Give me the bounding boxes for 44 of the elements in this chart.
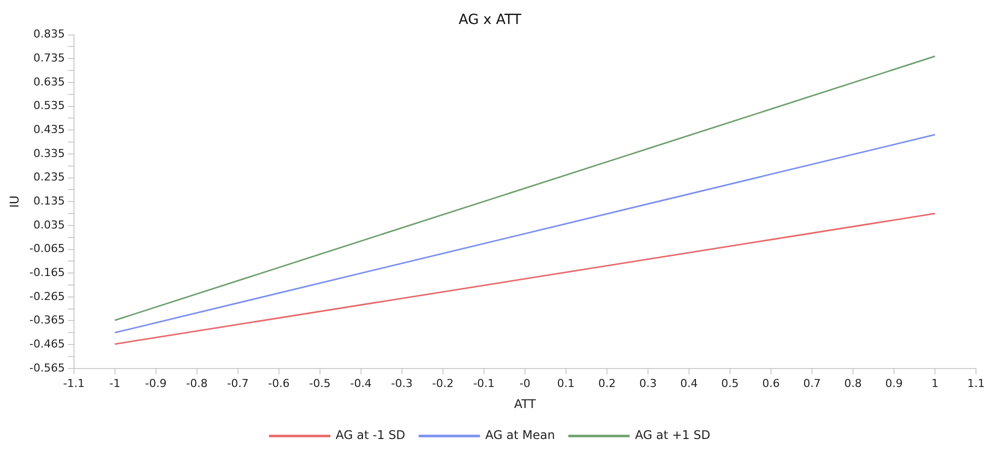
legend-label: AG at Mean <box>485 428 555 442</box>
y-tick-label: 0.735 <box>33 51 65 64</box>
y-tick-label: 0.035 <box>33 218 65 232</box>
x-tick-label: -1 <box>109 376 120 390</box>
x-tick-label: -0.8 <box>186 376 208 390</box>
x-tick-label: -0.6 <box>268 376 290 390</box>
y-tick-label: -0.165 <box>29 266 65 279</box>
y-tick-label: 0.835 <box>33 28 65 41</box>
legend-label: AG at +1 SD <box>634 428 710 442</box>
legend-label: AG at -1 SD <box>336 428 406 442</box>
y-tick-label: 0.235 <box>33 170 65 184</box>
x-tick-label: 0.4 <box>680 376 698 390</box>
x-tick-label: 0.1 <box>557 376 575 390</box>
y-tick-label: 0.635 <box>33 75 65 88</box>
x-tick-label: 0.9 <box>885 376 903 390</box>
x-tick-label: -0.3 <box>391 376 413 390</box>
x-tick-label: 0.3 <box>639 376 657 390</box>
x-tick-label: -0.9 <box>145 376 167 390</box>
x-tick-label: -0.7 <box>227 376 249 390</box>
y-tick-label: -0.565 <box>29 361 65 374</box>
x-tick-label: 0.2 <box>598 376 616 390</box>
y-tick-label: 0.335 <box>33 146 65 160</box>
y-tick-label: 0.135 <box>33 194 65 208</box>
x-tick-label: 1.1 <box>967 376 985 390</box>
x-tick-label: -1.1 <box>63 376 85 390</box>
x-tick-label: -0.1 <box>473 376 495 390</box>
y-tick-label: -0.365 <box>29 314 65 327</box>
x-tick-label: 0.7 <box>803 376 821 390</box>
x-tick-label: 0.5 <box>721 376 739 390</box>
y-tick-label: -0.065 <box>29 242 65 256</box>
x-tick-label: -0.5 <box>309 376 331 390</box>
y-tick-label: 0.435 <box>33 122 65 136</box>
chart-title: AG x ATT <box>458 12 522 28</box>
x-tick-label: 0.8 <box>844 376 862 390</box>
x-tick-label: 1 <box>931 376 938 390</box>
y-tick-label: 0.535 <box>33 99 65 112</box>
y-tick-label: -0.265 <box>29 290 65 303</box>
x-axis-title: ATT <box>514 396 536 411</box>
x-tick-label: -0.4 <box>350 376 372 390</box>
x-tick-label: -0.2 <box>432 376 454 390</box>
y-axis-title: IU <box>7 195 22 208</box>
x-tick-label: 0.6 <box>762 376 780 390</box>
x-tick-label: -0 <box>519 376 530 390</box>
y-tick-label: -0.465 <box>29 337 65 350</box>
